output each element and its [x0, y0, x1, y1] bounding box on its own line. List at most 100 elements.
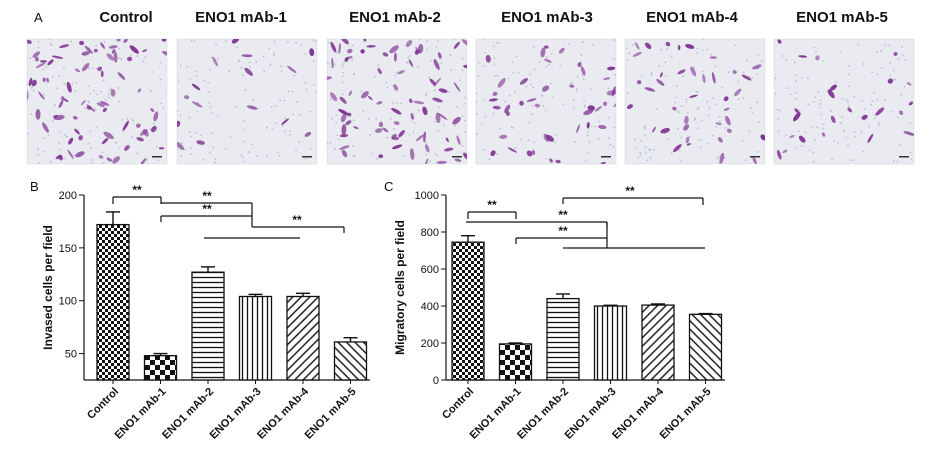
membrane-pore [102, 79, 105, 82]
membrane-pore [900, 94, 903, 96]
membrane-pore [879, 49, 882, 52]
stained-cell [490, 150, 496, 157]
y-tick-label: 50 [65, 349, 77, 361]
stained-cell [139, 129, 148, 136]
stained-cell [378, 154, 384, 159]
membrane-pore [200, 134, 202, 137]
membrane-pore [538, 60, 541, 63]
membrane-pore [493, 74, 496, 77]
stained-cell [558, 47, 565, 54]
stained-cell [409, 148, 415, 160]
stained-cell [81, 63, 90, 72]
stained-cell [665, 41, 671, 47]
stained-cell [75, 151, 85, 158]
stained-cell [339, 134, 349, 138]
membrane-pore [626, 92, 629, 94]
membrane-pore [597, 137, 600, 140]
membrane-pore [341, 75, 344, 78]
membrane-pore [583, 100, 585, 103]
membrane-pore [804, 131, 807, 133]
stained-cell [600, 162, 606, 164]
membrane-pore [407, 56, 410, 59]
stained-cell [137, 88, 142, 93]
membrane-pore [816, 126, 819, 129]
stained-cell [86, 105, 92, 110]
membrane-pore [676, 85, 678, 87]
membrane-pore [375, 117, 378, 120]
membrane-pore [637, 156, 639, 159]
membrane-pore [216, 115, 219, 118]
membrane-pore [52, 76, 54, 78]
membrane-pore [433, 121, 436, 123]
membrane-pore [208, 68, 211, 71]
membrane-pore [841, 97, 844, 100]
membrane-pore [405, 61, 408, 64]
membrane-pore [746, 59, 749, 62]
membrane-pore [785, 59, 787, 61]
stained-cell [129, 45, 139, 54]
membrane-pore [889, 74, 892, 77]
significance-label: ** [202, 202, 212, 216]
membrane-pore [215, 43, 218, 46]
significance-label: ** [558, 208, 568, 222]
stained-cell [123, 39, 128, 43]
stained-cell [100, 70, 104, 78]
stained-cell [504, 104, 511, 114]
membrane-pore [120, 57, 122, 60]
membrane-pore [716, 157, 718, 160]
membrane-pore [291, 90, 294, 93]
y-tick-label: 600 [421, 264, 439, 276]
membrane-pore [351, 44, 354, 47]
membrane-pore [878, 124, 880, 127]
membrane-pore [224, 40, 227, 43]
membrane-pore [455, 106, 458, 108]
membrane-pore [675, 96, 677, 99]
stained-cell [576, 124, 580, 133]
stained-cell [378, 121, 384, 128]
membrane-pore [272, 52, 275, 55]
membrane-pore [436, 154, 439, 157]
y-tick-label: 150 [59, 243, 77, 255]
membrane-pore [546, 56, 549, 59]
membrane-pore [483, 52, 486, 54]
membrane-pore [547, 63, 550, 66]
membrane-pore [51, 120, 54, 123]
membrane-pore [394, 74, 397, 77]
membrane-pore [795, 80, 797, 83]
membrane-pore [241, 155, 244, 158]
membrane-pore [389, 118, 392, 120]
x-tick-label: Control [85, 386, 121, 422]
micrograph-title: ENO1 mAb-5 [796, 9, 888, 26]
membrane-pore [108, 89, 111, 92]
membrane-pore [42, 150, 45, 153]
membrane-pore [304, 52, 307, 55]
membrane-pore [337, 138, 340, 141]
membrane-pore [186, 65, 188, 68]
stained-cell [526, 150, 533, 157]
membrane-pore [532, 46, 535, 49]
membrane-pore [651, 73, 653, 76]
stained-cell [827, 89, 835, 99]
membrane-pore [247, 151, 250, 154]
membrane-pore [814, 96, 816, 99]
membrane-pore [296, 101, 298, 104]
membrane-pore [89, 130, 92, 133]
stained-cell [38, 91, 45, 100]
membrane-pore [108, 96, 111, 99]
membrane-pore [756, 150, 759, 153]
membrane-pore [551, 96, 554, 99]
stained-cell [636, 80, 642, 85]
membrane-pore [880, 67, 883, 69]
membrane-pore [884, 44, 887, 47]
membrane-pore [392, 102, 395, 104]
membrane-pore [893, 160, 895, 163]
membrane-pore [136, 55, 139, 57]
membrane-pore [449, 54, 452, 57]
stained-cell [798, 135, 806, 143]
membrane-pore [150, 90, 152, 92]
membrane-pore [750, 107, 752, 110]
membrane-pore [214, 161, 217, 164]
membrane-pore [409, 54, 411, 57]
stained-cell [423, 131, 427, 143]
membrane-pore [155, 145, 158, 148]
